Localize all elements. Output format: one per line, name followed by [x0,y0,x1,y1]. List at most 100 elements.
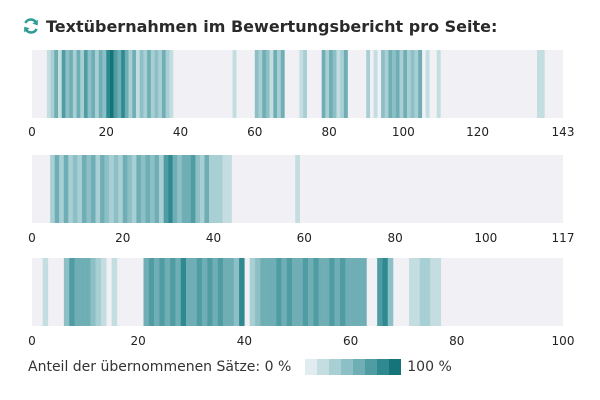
page-cell[interactable] [95,155,101,223]
page-cell[interactable] [59,155,64,223]
page-cell[interactable] [201,258,208,326]
page-cell[interactable] [233,258,240,326]
page-cell[interactable] [329,50,333,118]
page-cell[interactable] [204,155,210,223]
page-cell[interactable] [387,258,394,326]
page-cell[interactable] [106,50,111,118]
page-cell[interactable] [69,50,74,118]
refresh-icon[interactable] [22,17,40,35]
page-cell[interactable] [50,50,55,118]
page-cell[interactable] [281,258,288,326]
page-cell[interactable] [318,258,325,326]
page-cell[interactable] [213,155,219,223]
page-cell[interactable] [132,50,137,118]
page-cell[interactable] [207,258,213,326]
page-cell[interactable] [76,50,81,118]
page-cell[interactable] [186,155,192,223]
page-cell[interactable] [308,258,314,326]
page-cell[interactable] [255,258,261,326]
page-cell[interactable] [260,258,266,326]
page-cell[interactable] [355,258,362,326]
page-cell[interactable] [227,155,232,223]
page-cell[interactable] [295,155,300,223]
page-cell[interactable] [113,50,118,118]
page-cell[interactable] [345,258,351,326]
page-cell[interactable] [414,258,420,326]
page-cell[interactable] [302,258,309,326]
page-cell[interactable] [217,258,224,326]
page-cell[interactable] [69,258,75,326]
page-cell[interactable] [262,50,267,118]
page-cell[interactable] [150,155,155,223]
page-cell[interactable] [180,258,187,326]
page-cell[interactable] [395,50,400,118]
page-cell[interactable] [418,50,423,118]
page-cell[interactable] [425,50,430,118]
page-cell[interactable] [334,258,341,326]
page-cell[interactable] [95,258,102,326]
page-cell[interactable] [159,258,165,326]
page-cell[interactable] [143,50,148,118]
page-cell[interactable] [232,50,237,118]
page-cell[interactable] [199,155,205,223]
page-cell[interactable] [239,258,245,326]
page-cell[interactable] [222,155,228,223]
page-cell[interactable] [339,258,346,326]
page-cell[interactable] [388,50,393,118]
page-cell[interactable] [154,50,159,118]
page-cell[interactable] [80,50,85,118]
page-cell[interactable] [265,258,272,326]
page-cell[interactable] [128,50,133,118]
page-cell[interactable] [277,50,281,118]
page-cell[interactable] [90,258,96,326]
page-cell[interactable] [61,50,66,118]
page-cell[interactable] [325,50,330,118]
page-cell[interactable] [170,258,176,326]
page-cell[interactable] [366,50,371,118]
page-cell[interactable] [321,50,326,118]
page-cell[interactable] [154,155,160,223]
page-cell[interactable] [410,50,415,118]
page-cell[interactable] [407,50,411,118]
page-cell[interactable] [340,50,345,118]
page-cell[interactable] [350,258,357,326]
page-cell[interactable] [172,155,178,223]
page-cell[interactable] [65,50,70,118]
page-cell[interactable] [63,155,69,223]
page-cell[interactable] [161,50,166,118]
page-cell[interactable] [81,155,87,223]
page-cell[interactable] [148,258,155,326]
page-cell[interactable] [223,258,229,326]
page-cell[interactable] [42,258,49,326]
page-cell[interactable] [276,258,282,326]
page-cell[interactable] [392,50,397,118]
page-cell[interactable] [195,155,201,223]
page-cell[interactable] [181,155,187,223]
page-cell[interactable] [68,155,74,223]
page-cell[interactable] [98,50,103,118]
page-cell[interactable] [269,50,274,118]
page-cell[interactable] [377,258,383,326]
page-cell[interactable] [270,258,277,326]
page-cell[interactable] [77,155,83,223]
page-cell[interactable] [249,258,256,326]
page-cell[interactable] [165,50,170,118]
page-cell[interactable] [163,155,169,223]
page-cell[interactable] [95,50,100,118]
page-cell[interactable] [212,258,219,326]
page-cell[interactable] [265,50,270,118]
page-cell[interactable] [91,50,96,118]
page-cell[interactable] [168,155,173,223]
page-cell[interactable] [175,258,181,326]
page-cell[interactable] [381,50,385,118]
page-cell[interactable] [419,258,426,326]
page-cell[interactable] [74,258,80,326]
page-cell[interactable] [124,50,129,118]
page-cell[interactable] [424,258,431,326]
page-cell[interactable] [373,50,378,118]
page-cell[interactable] [190,155,196,223]
page-cell[interactable] [303,50,307,118]
page-cell[interactable] [86,155,92,223]
page-cell[interactable] [280,50,285,118]
page-cell[interactable] [324,258,330,326]
